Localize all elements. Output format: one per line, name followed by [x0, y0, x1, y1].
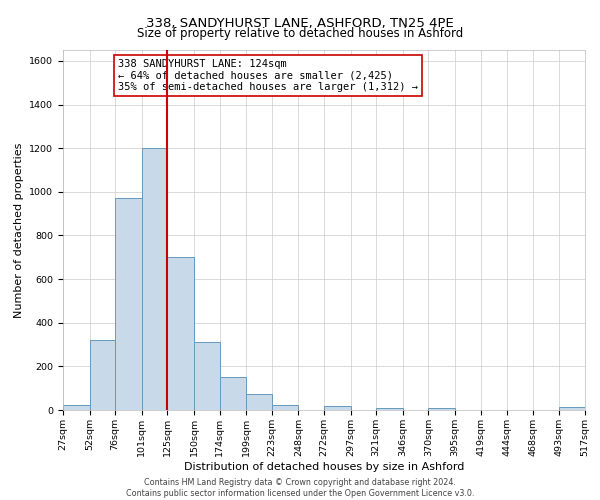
Bar [559, 406, 585, 410]
Text: Contains HM Land Registry data © Crown copyright and database right 2024.
Contai: Contains HM Land Registry data © Crown c… [126, 478, 474, 498]
X-axis label: Distribution of detached houses by size in Ashford: Distribution of detached houses by size … [184, 462, 464, 471]
Bar [428, 408, 455, 410]
Y-axis label: Number of detached properties: Number of detached properties [14, 142, 24, 318]
Bar [272, 404, 298, 410]
Text: Size of property relative to detached houses in Ashford: Size of property relative to detached ho… [137, 28, 463, 40]
Bar [142, 148, 167, 410]
Bar [115, 198, 142, 410]
Text: 338 SANDYHURST LANE: 124sqm
← 64% of detached houses are smaller (2,425)
35% of : 338 SANDYHURST LANE: 124sqm ← 64% of det… [118, 59, 418, 92]
Bar [324, 406, 350, 410]
Bar [63, 404, 89, 410]
Bar [220, 378, 246, 410]
Bar [194, 342, 220, 410]
Bar [376, 408, 403, 410]
Bar [89, 340, 115, 410]
Bar [246, 394, 272, 410]
Bar [167, 258, 194, 410]
Text: 338, SANDYHURST LANE, ASHFORD, TN25 4PE: 338, SANDYHURST LANE, ASHFORD, TN25 4PE [146, 18, 454, 30]
